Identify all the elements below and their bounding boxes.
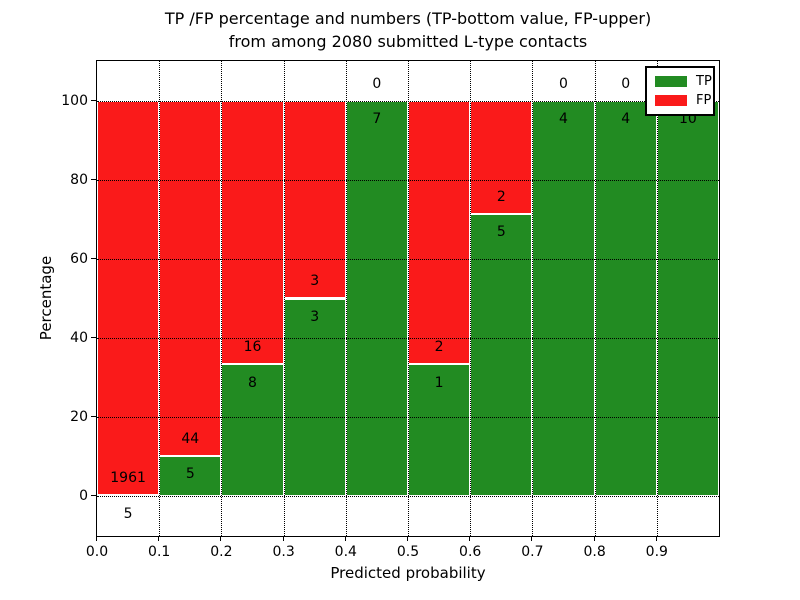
x-tick-mark (469, 536, 471, 541)
gridline-vertical (283, 61, 285, 536)
x-tick-mark (344, 536, 346, 541)
chart-title-line2: from among 2080 submitted L-type contact… (228, 32, 588, 51)
x-tick-label: 0.6 (459, 544, 482, 560)
legend-swatch-fp-icon (655, 95, 687, 106)
legend-swatch-tp-icon (655, 76, 687, 87)
y-tick-label: 0 (79, 488, 88, 505)
bar-segment-tp (594, 100, 657, 497)
x-tick-mark (282, 536, 284, 541)
bar-count-label-fp: 0 (559, 75, 568, 92)
y-tick-label: 20 (70, 409, 88, 426)
bar-count-label-fp: 3 (310, 273, 320, 290)
gridline-vertical (159, 61, 161, 536)
legend-label-fp: FP (696, 93, 712, 108)
bar-count-label-tp: 5 (123, 505, 133, 522)
gridline-horizontal (97, 496, 719, 498)
gridline-horizontal (97, 100, 719, 102)
chart-title: TP /FP percentage and numbers (TP-bottom… (96, 7, 720, 53)
gridline-horizontal (97, 338, 719, 340)
bar-segment-fp (408, 100, 471, 365)
x-tick-mark (407, 536, 408, 541)
y-tick-label: 60 (70, 250, 88, 267)
y-axis-label: Percentage (37, 255, 55, 341)
bar-count-label-fp: 16 (243, 339, 262, 356)
x-tick-label: 0.1 (148, 544, 171, 560)
gridline-vertical (470, 61, 472, 536)
bar-segment-fp (283, 100, 346, 299)
chart-title-line1: TP /FP percentage and numbers (TP-bottom… (164, 9, 652, 28)
bar-count-label-tp: 1 (434, 374, 444, 391)
bar-count-label-fp: 1961 (110, 470, 146, 487)
bar-count-label-tp: 5 (496, 223, 506, 240)
x-axis-label: Predicted probability (330, 564, 486, 582)
bar-segment-fp (221, 100, 284, 365)
bar-segment-tp (221, 364, 284, 497)
bar-count-label-tp: 7 (372, 110, 382, 127)
gridline-vertical (221, 61, 223, 536)
bar-count-label-fp: 2 (496, 188, 506, 205)
gridline-horizontal (97, 258, 719, 260)
gridline-vertical (345, 61, 347, 536)
x-tick-label: 0.5 (396, 544, 420, 560)
x-tick-mark (158, 536, 160, 541)
x-tick-mark (96, 536, 97, 541)
gridline-horizontal (97, 179, 719, 181)
gridline-vertical (594, 61, 596, 536)
x-tick-label: 0.2 (210, 544, 233, 560)
legend: TP FP (645, 66, 715, 116)
x-tick-mark (531, 536, 533, 541)
bar-segment-tp (345, 100, 408, 497)
y-tick-mark (91, 416, 96, 418)
x-tick-label: 0.9 (645, 544, 668, 560)
x-tick-label: 0.7 (521, 544, 544, 560)
bar-segment-tp (408, 364, 471, 497)
bar-count-label-fp: 2 (434, 339, 444, 356)
y-tick-mark (91, 99, 96, 101)
gridline-vertical (532, 61, 534, 536)
y-tick-label: 100 (61, 92, 88, 109)
bar-segment-tp (159, 456, 222, 497)
bar-count-label-fp: 0 (621, 75, 631, 92)
x-tick-label: 0.0 (85, 544, 109, 560)
bar-count-label-tp: 4 (621, 110, 631, 127)
x-tick-label: 0.3 (272, 544, 295, 560)
bar-segment-fp (470, 100, 533, 214)
gridline-vertical (408, 61, 409, 536)
y-tick-label: 40 (70, 330, 88, 347)
bar-segment-tp (656, 100, 719, 497)
bar-segment-tp (532, 100, 595, 497)
bar-segment-fp (159, 100, 222, 457)
legend-entry-tp: TP (655, 74, 712, 89)
y-tick-mark (91, 257, 96, 259)
bar-count-label-tp: 5 (185, 466, 195, 483)
y-tick-mark (91, 337, 96, 339)
bar-segment-fp (97, 100, 160, 496)
legend-label-tp: TP (696, 74, 712, 89)
plot-area: 196154451683307212504040100.00.10.20.30.… (61, 60, 720, 560)
y-tick-label: 80 (70, 171, 88, 188)
bar-segment-tp (283, 298, 346, 497)
x-tick-mark (655, 536, 657, 541)
y-tick-mark (91, 178, 96, 180)
bar-count-label-fp: 0 (372, 75, 382, 92)
bar-count-label-tp: 3 (310, 308, 320, 325)
x-tick-label: 0.8 (583, 544, 606, 560)
bar-segment-tp (97, 495, 160, 497)
gridline-horizontal (97, 417, 719, 419)
bar-count-label-tp: 8 (248, 374, 257, 391)
x-tick-mark (220, 536, 222, 541)
x-tick-label: 0.4 (334, 544, 357, 560)
bar-count-label-fp: 44 (181, 431, 200, 447)
bar-count-label-tp: 4 (559, 110, 568, 127)
bar-segment-tp (470, 213, 533, 497)
gridline-vertical (656, 61, 658, 536)
y-tick-mark (91, 495, 96, 497)
x-tick-mark (593, 536, 595, 541)
legend-entry-fp: FP (655, 93, 712, 108)
